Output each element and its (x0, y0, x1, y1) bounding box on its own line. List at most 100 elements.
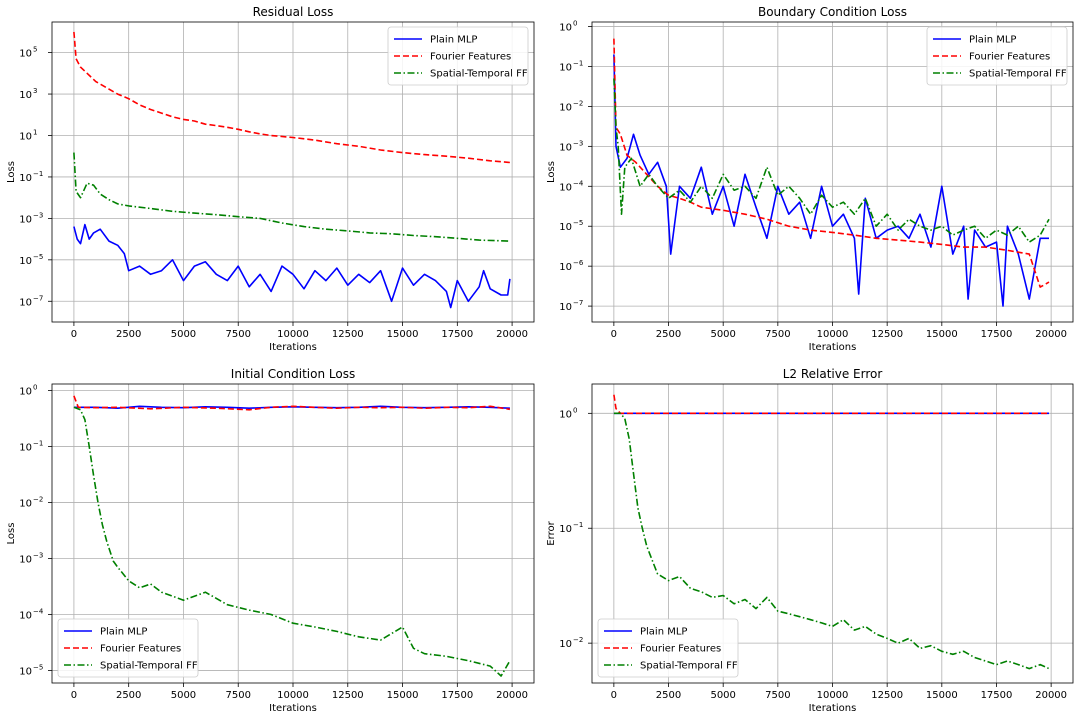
y-tick-exponent: −6 (573, 259, 584, 267)
x-tick-label: 12500 (871, 329, 903, 340)
y-tick-exponent: −2 (573, 636, 583, 644)
series-line-spatial-temporal-ff (73, 406, 511, 677)
chart-title: Residual Loss (253, 5, 334, 19)
x-tick-label: 7500 (765, 329, 790, 340)
series-line-plain-mlp (73, 223, 511, 309)
x-tick-label: 2500 (656, 690, 681, 701)
x-tick-label: 5000 (171, 690, 196, 701)
legend-box (387, 26, 529, 86)
y-tick-exponent: −5 (573, 219, 583, 227)
y-tick-label: 10 (19, 131, 32, 142)
panel-l2-relative-error: 0 2500 5000 7500 10000 12500 15000 17500 20000 10… (546, 367, 1074, 714)
x-tick-label: 12500 (871, 690, 903, 701)
legend-box (597, 618, 739, 678)
y-tick-exponent: 1 (33, 128, 37, 136)
x-tick-label: 10000 (817, 690, 849, 701)
x-tick-label: 12500 (332, 329, 364, 340)
legend: Plain MLP Fourier Features Spatial-Tempora… (597, 618, 739, 678)
x-tick-label: 17500 (441, 690, 473, 701)
y-axis-label: Loss (6, 523, 17, 545)
y-tick-label: 10 (559, 142, 572, 153)
x-tick-label: 20000 (496, 329, 528, 340)
y-tick-exponent: −7 (573, 299, 583, 307)
y-tick-label: 10 (19, 498, 32, 509)
legend-box (57, 618, 199, 678)
y-tick-label: 10 (19, 214, 32, 225)
y-tick-label: 10 (559, 262, 572, 273)
x-tick-label: 15000 (926, 690, 958, 701)
y-tick-exponent: −7 (33, 294, 43, 302)
y-tick-label: 10 (19, 173, 32, 184)
x-tick-label: 17500 (441, 329, 473, 340)
y-axis-label: Loss (6, 161, 17, 183)
y-tick-exponent: −4 (33, 608, 44, 616)
y-tick-label: 10 (19, 611, 32, 622)
x-tick-label: 0 (611, 329, 617, 340)
series-line-fourier-features (613, 38, 1050, 288)
x-tick-label: 5000 (710, 329, 735, 340)
legend-label: Fourier Features (969, 52, 1050, 63)
legend-box (926, 26, 1068, 86)
series-line-fourier-features (613, 394, 1049, 415)
x-tick-label: 5000 (710, 690, 735, 701)
y-tick-label: 10 (19, 386, 32, 397)
legend-label: Plain MLP (640, 627, 687, 638)
x-axis-label: Iterations (809, 342, 857, 353)
legend-label: Plain MLP (430, 35, 477, 46)
chart-title: Boundary Condition Loss (758, 5, 907, 19)
y-tick-label: 10 (19, 554, 32, 565)
x-tick-label: 0 (71, 329, 77, 340)
series-line-spatial-temporal-ff (613, 412, 1050, 670)
y-tick-exponent: 0 (573, 20, 577, 28)
axes-frame (591, 383, 1074, 684)
series-line-plain-mlp (613, 54, 1049, 307)
x-tick-label: 2500 (656, 329, 681, 340)
x-axis-label: Iterations (269, 703, 317, 714)
legend-label: Fourier Features (640, 644, 721, 655)
chart-title: L2 Relative Error (783, 367, 883, 381)
y-tick-exponent: −3 (573, 139, 583, 147)
y-tick-exponent: 3 (33, 87, 37, 95)
y-tick-exponent: −2 (33, 495, 43, 503)
axes-frame (51, 383, 535, 684)
x-tick-label: 2500 (116, 690, 141, 701)
y-tick-label: 10 (19, 256, 32, 267)
y-tick-exponent: 5 (33, 46, 37, 54)
legend-label: Plain MLP (969, 35, 1016, 46)
x-tick-label: 10000 (817, 329, 849, 340)
y-tick-exponent: −5 (33, 253, 43, 261)
panel-residual-loss: 0 2500 5000 7500 10000 12500 15000 17500 20000 10… (6, 5, 535, 353)
y-tick-label: 10 (559, 23, 572, 34)
legend: Plain MLP Fourier Features Spatial-Tempora… (926, 26, 1068, 86)
series-line-spatial-temporal-ff (613, 78, 1050, 243)
x-tick-label: 7500 (765, 690, 790, 701)
y-tick-label: 10 (559, 182, 572, 193)
y-tick-label: 10 (559, 222, 572, 233)
x-tick-label: 20000 (1035, 690, 1067, 701)
y-tick-exponent: 0 (33, 383, 37, 391)
legend-label: Spatial-Temporal FF (430, 69, 528, 80)
series-line-fourier-features (73, 395, 511, 411)
x-tick-label: 0 (611, 690, 617, 701)
x-tick-label: 17500 (981, 690, 1013, 701)
y-tick-exponent: −1 (33, 439, 43, 447)
chart-title: Initial Condition Loss (231, 367, 355, 381)
series-line-fourier-features (73, 31, 510, 164)
axes-frame (51, 21, 535, 323)
x-tick-label: 15000 (387, 690, 419, 701)
x-axis-label: Iterations (809, 703, 857, 714)
legend: Plain MLP Fourier Features Spatial-Tempora… (387, 26, 529, 86)
y-tick-label: 10 (559, 62, 572, 73)
panel-initial-condition-loss: 0 2500 5000 7500 10000 12500 15000 17500 20000 10… (6, 367, 535, 714)
x-tick-label: 7500 (226, 329, 251, 340)
x-tick-label: 15000 (926, 329, 958, 340)
x-tick-label: 20000 (1035, 329, 1067, 340)
panel-boundary-condition-loss: 0 2500 5000 7500 10000 12500 15000 17500 20000 10… (546, 5, 1074, 353)
y-tick-label: 10 (19, 90, 32, 101)
y-tick-exponent: −4 (573, 179, 584, 187)
y-tick-exponent: −1 (33, 170, 43, 178)
y-axis-label: Error (546, 520, 557, 545)
y-tick-label: 10 (19, 297, 32, 308)
y-tick-exponent: −5 (33, 664, 43, 672)
